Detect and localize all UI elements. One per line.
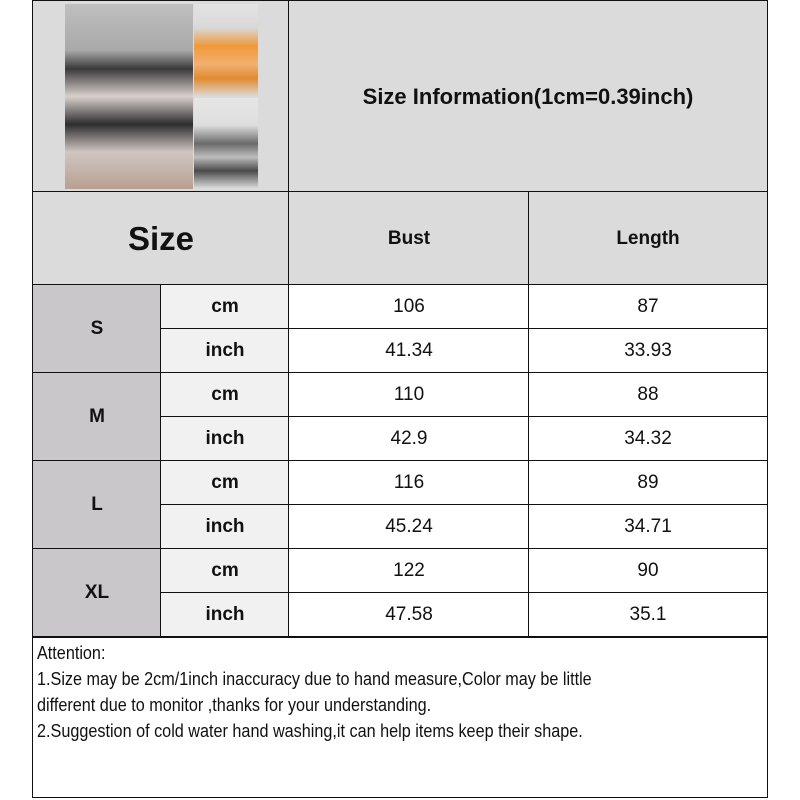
length-value: 90 [528,548,768,594]
length-value: 89 [528,460,768,506]
length-value: 87 [528,284,768,330]
column-header-bust: Bust [288,191,530,286]
product-photo-orange [194,4,258,97]
length-value: 33.93 [528,328,768,374]
bust-value: 122 [288,548,530,594]
note-line: different due to monitor ,thanks for you… [37,695,432,715]
unit-label: inch [160,416,290,462]
column-header-length: Length [528,191,768,286]
unit-label: cm [160,460,290,506]
unit-label: inch [160,328,290,374]
product-photo-main [65,4,193,189]
note-line: 1.Size may be 2cm/1inch inaccuracy due t… [37,669,592,689]
product-photo-small [194,98,258,189]
size-label: XL [32,548,162,638]
size-label: M [32,372,162,462]
length-value: 34.32 [528,416,768,462]
note-line: Attention: [37,643,106,663]
unit-label: inch [160,592,290,638]
length-value: 35.1 [528,592,768,638]
attention-notes: Attention: 1.Size may be 2cm/1inch inacc… [32,636,768,798]
size-label: S [32,284,162,374]
unit-label: cm [160,372,290,418]
unit-label: inch [160,504,290,550]
size-label: L [32,460,162,550]
unit-label: cm [160,284,290,330]
bust-value: 41.34 [288,328,530,374]
bust-value: 106 [288,284,530,330]
length-value: 88 [528,372,768,418]
bust-value: 42.9 [288,416,530,462]
bust-value: 45.24 [288,504,530,550]
bust-value: 116 [288,460,530,506]
page-title: Size Information(1cm=0.39inch) [288,0,768,193]
unit-label: cm [160,548,290,594]
length-value: 34.71 [528,504,768,550]
note-line: 2.Suggestion of cold water hand washing,… [37,721,583,741]
bust-value: 47.58 [288,592,530,638]
product-image-cell [32,0,290,193]
size-header: Size [32,191,290,286]
bust-value: 110 [288,372,530,418]
